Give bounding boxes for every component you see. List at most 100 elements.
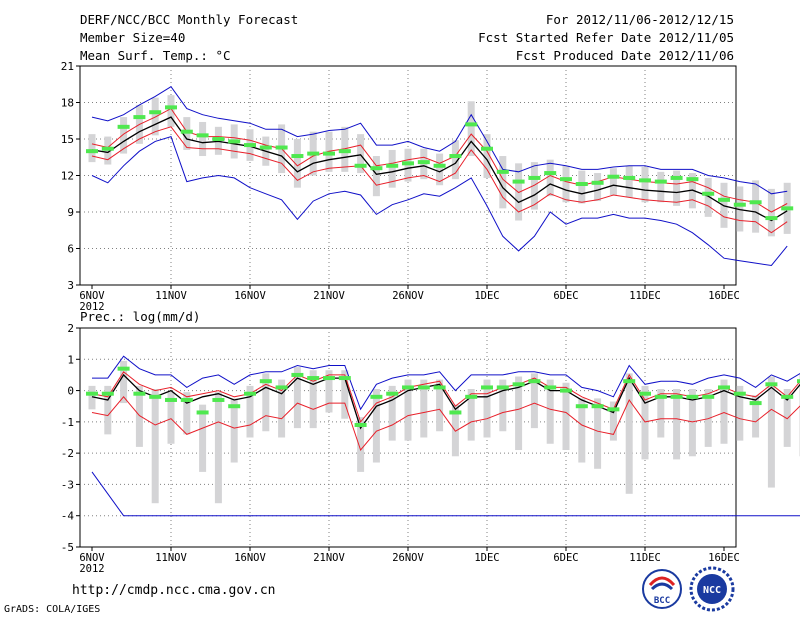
prec-observation-marker xyxy=(575,404,588,409)
prec-observation-marker xyxy=(781,394,794,399)
temp-member-range-box xyxy=(199,121,207,157)
temp-observation-marker xyxy=(291,154,304,159)
prec-observation-marker xyxy=(370,394,383,399)
temp-observation-marker xyxy=(749,200,762,205)
prec-observation-marker xyxy=(323,376,335,381)
temp-member-range-box xyxy=(594,173,602,202)
prec-member-range-box xyxy=(167,392,175,444)
temp-observation-marker xyxy=(654,179,667,184)
temp-member-range-box xyxy=(120,117,128,154)
temp-observation-marker xyxy=(560,177,572,182)
temp-member-range-box xyxy=(767,188,775,237)
prec-observation-marker xyxy=(623,379,636,384)
temp-x-tick-label: 11NOV xyxy=(155,290,187,302)
temp-observation-marker xyxy=(496,169,509,174)
temp-y-tick-label: 9 xyxy=(67,206,74,219)
member-size-label: Member Size=40 xyxy=(80,30,186,45)
prec-member-range-box xyxy=(135,385,143,447)
prec-ensemble-maximum-line xyxy=(92,355,800,411)
prec-observation-marker xyxy=(496,385,509,390)
prec-member-range-box xyxy=(657,389,665,438)
prec-observation-marker xyxy=(512,382,525,387)
temp-x-year-label: 2012 xyxy=(79,301,104,313)
prec-observation-marker xyxy=(797,379,800,384)
temp-observation-marker xyxy=(165,105,177,110)
prec-x-tick-label: 6DEC xyxy=(553,552,578,564)
prec-member-range-box xyxy=(704,389,712,447)
temp-observation-marker xyxy=(386,163,399,168)
prec-member-range-box xyxy=(372,389,380,463)
prec-member-range-box xyxy=(736,385,744,441)
temp-y-tick-label: 3 xyxy=(67,279,74,292)
temp-member-range-box xyxy=(467,101,475,157)
prec-member-range-box xyxy=(404,379,412,441)
temp-member-range-box xyxy=(530,162,538,210)
prec-y-tick-label: 2 xyxy=(67,322,74,335)
temp-member-range-box xyxy=(88,134,96,163)
prec-member-range-box xyxy=(214,392,222,504)
prec-x-tick-label: 16NOV xyxy=(234,552,266,564)
prec-x-tick-label: 16DEC xyxy=(708,552,740,564)
refer-date-label: Fcst Started Refer Date 2012/11/05 xyxy=(478,30,734,45)
prec-observation-marker xyxy=(686,394,699,399)
prec-member-range-box xyxy=(199,404,207,472)
temp-observation-marker xyxy=(591,180,604,185)
prec-observation-marker xyxy=(133,391,146,396)
temperature-panel: 3 6 9 12 15 18 21 6NOV 11NOV 16NOV 21NOV 26NOV 1DEC 6… xyxy=(61,60,794,313)
temp-observation-marker xyxy=(180,129,193,134)
temp-member-range-box xyxy=(641,166,649,203)
ncc-logo: NCC xyxy=(689,566,735,612)
temp-observation-marker xyxy=(465,122,478,127)
prec-member-range-box xyxy=(420,379,428,438)
prec-ensemble-mean-line xyxy=(91,373,800,430)
prec-observation-marker xyxy=(639,391,651,396)
temp-observation-marker xyxy=(733,202,746,207)
temp-member-range-box xyxy=(546,159,554,197)
temp-observation-marker xyxy=(575,182,588,187)
prec-member-range-box xyxy=(641,385,649,460)
prec-observation-marker xyxy=(465,394,478,399)
prec-member-range-box xyxy=(293,367,301,429)
prec-x-tick-label: 1DEC xyxy=(474,552,499,564)
prec-member-range-box xyxy=(767,376,775,488)
temp-observation-marker xyxy=(354,163,367,168)
temp-ensemble-maximum-line xyxy=(91,86,788,195)
prec-member-range-box xyxy=(104,385,112,435)
temp-observation-marker xyxy=(370,166,383,171)
temp-observation-marker xyxy=(101,146,114,151)
temp-member-range-box xyxy=(704,177,712,217)
temp-observation-marker xyxy=(259,145,272,150)
temp-member-range-box xyxy=(499,156,507,209)
temp-member-range-box xyxy=(752,180,760,233)
prec-y-tick-label: -4 xyxy=(61,510,75,523)
prec-observation-marker xyxy=(702,394,715,399)
temp-observation-marker xyxy=(244,143,256,148)
prec-y-tick-label: 1 xyxy=(67,353,74,366)
temp-member-range-box xyxy=(167,95,175,127)
temp-member-range-box xyxy=(388,149,396,188)
temp-observation-marker xyxy=(86,149,98,154)
prec-member-range-box xyxy=(341,370,349,419)
prec-observation-marker xyxy=(402,385,414,390)
prec-member-range-box xyxy=(720,379,728,444)
prec-member-range-box xyxy=(262,373,270,432)
prec-member-range-box xyxy=(499,379,507,432)
prec-member-range-box xyxy=(594,398,602,469)
prec-observation-marker xyxy=(307,376,320,381)
temp-member-range-box xyxy=(451,140,459,180)
prec-member-range-box xyxy=(783,389,791,447)
prec-y-tick-label: 0 xyxy=(67,385,74,398)
temp-observation-marker xyxy=(512,179,525,184)
prec-observation-marker xyxy=(101,391,114,396)
temp-x-tick-label: 1DEC xyxy=(474,290,499,302)
prec-member-range-box xyxy=(467,389,475,441)
temp-observation-marker xyxy=(417,160,430,165)
temp-x-tick-label: 21NOV xyxy=(313,290,345,302)
temp-observation-marker xyxy=(765,216,778,221)
prec-member-range-box xyxy=(530,373,538,429)
temp-y-tick-label: 12 xyxy=(61,170,74,183)
temp-y-tick-label: 18 xyxy=(61,97,74,110)
prec-member-range-box xyxy=(246,385,254,438)
prec-observation-marker xyxy=(180,397,193,402)
prec-observation-marker xyxy=(291,372,304,377)
